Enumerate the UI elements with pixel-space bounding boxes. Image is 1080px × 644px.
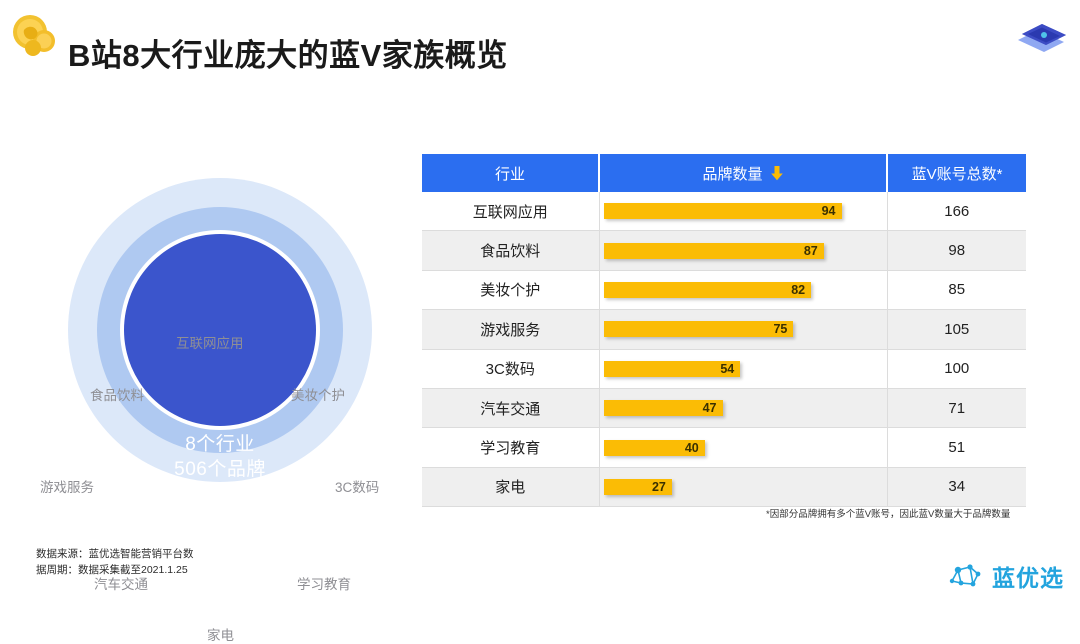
table-body: 互联网应用 94 166 食品饮料 87 98 美妆个护 82 85 游戏服务 75 105 3C数码 5… bbox=[422, 192, 1026, 508]
cell-account-total: 85 bbox=[887, 270, 1026, 311]
table-footnote: *因部分品牌拥有多个蓝V账号，因此蓝V数量大于品牌数量 bbox=[766, 509, 1011, 520]
bar-value-label: 87 bbox=[803, 243, 818, 258]
cell-brand-bar: 47 bbox=[599, 388, 888, 429]
donut-label-education: 学习教育 bbox=[297, 577, 351, 592]
donut-center-line-2: 506个品牌 bbox=[174, 459, 266, 480]
donut-label-internet: 互联网应用 bbox=[176, 336, 244, 351]
table-row: 互联网应用 94 166 bbox=[422, 192, 1026, 232]
bar-track: 27 bbox=[602, 468, 887, 506]
table-row: 美妆个护 82 85 bbox=[422, 270, 1026, 311]
donut-label-auto: 汽车交通 bbox=[94, 577, 148, 592]
donut-label-food: 食品饮料 bbox=[90, 388, 144, 403]
bar: 94 bbox=[603, 203, 842, 220]
bar-value-label: 82 bbox=[791, 282, 806, 297]
cell-industry: 游戏服务 bbox=[422, 309, 600, 350]
cell-industry: 互联网应用 bbox=[422, 192, 600, 232]
bar: 27 bbox=[603, 478, 672, 495]
table-row: 家电 27 34 bbox=[422, 467, 1026, 508]
data-source-line: 数据来源：蓝优选智能营销平台数 bbox=[36, 548, 194, 560]
table-row: 3C数码 54 100 bbox=[422, 349, 1026, 389]
bar-track: 94 bbox=[602, 192, 887, 230]
bar-track: 87 bbox=[602, 232, 887, 270]
cell-account-total: 71 bbox=[887, 388, 1026, 429]
cell-account-total: 98 bbox=[887, 230, 1026, 271]
industry-table: 行业 品牌数量 蓝V账号总数* 互联网应用 94 166 食品饮料 87 98 美妆个护 82… bbox=[422, 154, 1026, 508]
bar: 40 bbox=[603, 439, 705, 456]
bar-value-label: 40 bbox=[684, 440, 699, 455]
column-header-accounts-label: 蓝V账号总数* bbox=[911, 165, 1003, 183]
donut-center-line-1: 8个行业 bbox=[185, 434, 255, 455]
column-header-industry-label: 行业 bbox=[494, 165, 525, 183]
donut-label-appliance: 家电 bbox=[207, 628, 234, 643]
cell-industry: 食品饮料 bbox=[422, 230, 600, 271]
column-header-industry[interactable]: 行业 bbox=[422, 154, 600, 192]
donut-center-line-3: 710个蓝V账号 bbox=[157, 484, 283, 505]
bar-value-label: 47 bbox=[702, 401, 717, 416]
cell-brand-bar: 94 bbox=[599, 192, 888, 232]
cell-industry: 3C数码 bbox=[422, 349, 600, 389]
column-header-accounts[interactable]: 蓝V账号总数* bbox=[887, 154, 1026, 192]
donut-rings bbox=[68, 178, 372, 482]
bar: 54 bbox=[603, 360, 741, 377]
brand-logo: 蓝优选 bbox=[948, 559, 1064, 593]
cell-industry: 汽车交通 bbox=[422, 388, 600, 429]
bar-value-label: 75 bbox=[773, 322, 788, 337]
bar-track: 54 bbox=[602, 350, 887, 388]
brand-name: 蓝优选 bbox=[992, 565, 1064, 591]
column-header-brands-label: 品牌数量 bbox=[702, 165, 763, 183]
column-header-brands[interactable]: 品牌数量 bbox=[599, 154, 888, 192]
bar-value-label: 27 bbox=[651, 479, 666, 494]
table-row: 游戏服务 75 105 bbox=[422, 309, 1026, 350]
bar: 47 bbox=[603, 400, 723, 417]
donut-label-3c: 3C数码 bbox=[335, 480, 380, 495]
cell-brand-bar: 54 bbox=[599, 349, 888, 389]
bar: 82 bbox=[603, 281, 812, 298]
gold-coin-icon bbox=[13, 15, 55, 56]
data-source-note: 数据来源：蓝优选智能营销平台数 据周期：数据采集截至2021.1.25 bbox=[36, 546, 336, 578]
donut-label-game: 游戏服务 bbox=[40, 480, 94, 495]
data-period-line: 据周期：数据采集截至2021.1.25 bbox=[36, 564, 188, 576]
molecule-network-icon bbox=[949, 564, 981, 587]
table-row: 食品饮料 87 98 bbox=[422, 230, 1026, 271]
cell-brand-bar: 75 bbox=[599, 309, 888, 350]
cell-account-total: 34 bbox=[887, 467, 1026, 508]
cell-brand-bar: 27 bbox=[599, 467, 888, 508]
bar: 75 bbox=[603, 321, 794, 338]
table-row: 汽车交通 47 71 bbox=[422, 388, 1026, 429]
bar-value-label: 54 bbox=[720, 361, 735, 376]
cell-account-total: 166 bbox=[887, 192, 1026, 232]
table-header-row: 行业 品牌数量 蓝V账号总数* bbox=[422, 154, 1026, 192]
arrow-down-icon[interactable] bbox=[770, 165, 784, 181]
isometric-card-icon bbox=[1018, 24, 1066, 52]
donut-center-text: 8个行业 506个品牌 710个蓝V账号 bbox=[134, 432, 306, 507]
cell-account-total: 51 bbox=[887, 427, 1026, 468]
bar-track: 47 bbox=[602, 389, 887, 427]
cell-account-total: 100 bbox=[887, 349, 1026, 389]
donut-chart: 8个行业 506个品牌 710个蓝V账号 互联网应用 美妆个护 3C数码 学习教… bbox=[22, 160, 412, 643]
cell-account-total: 105 bbox=[887, 309, 1026, 350]
cell-industry: 家电 bbox=[422, 467, 600, 508]
bar-track: 82 bbox=[602, 271, 887, 309]
cell-industry: 美妆个护 bbox=[422, 270, 600, 311]
page-title: B站8大行业庞大的蓝V家族概览 bbox=[68, 38, 508, 73]
bar-track: 40 bbox=[602, 429, 887, 467]
bar: 87 bbox=[603, 242, 824, 259]
bar-value-label: 94 bbox=[821, 204, 836, 219]
cell-industry: 学习教育 bbox=[422, 427, 600, 468]
table-row: 学习教育 40 51 bbox=[422, 427, 1026, 468]
bar-track: 75 bbox=[602, 310, 887, 348]
donut-label-beauty: 美妆个护 bbox=[291, 388, 345, 403]
cell-brand-bar: 40 bbox=[599, 427, 888, 468]
slide-root: B站8大行业庞大的蓝V家族概览 8个行业 506个品牌 710个蓝V账号 互联网… bbox=[13, 15, 1066, 643]
cell-brand-bar: 82 bbox=[599, 270, 888, 311]
cell-brand-bar: 87 bbox=[599, 230, 888, 271]
